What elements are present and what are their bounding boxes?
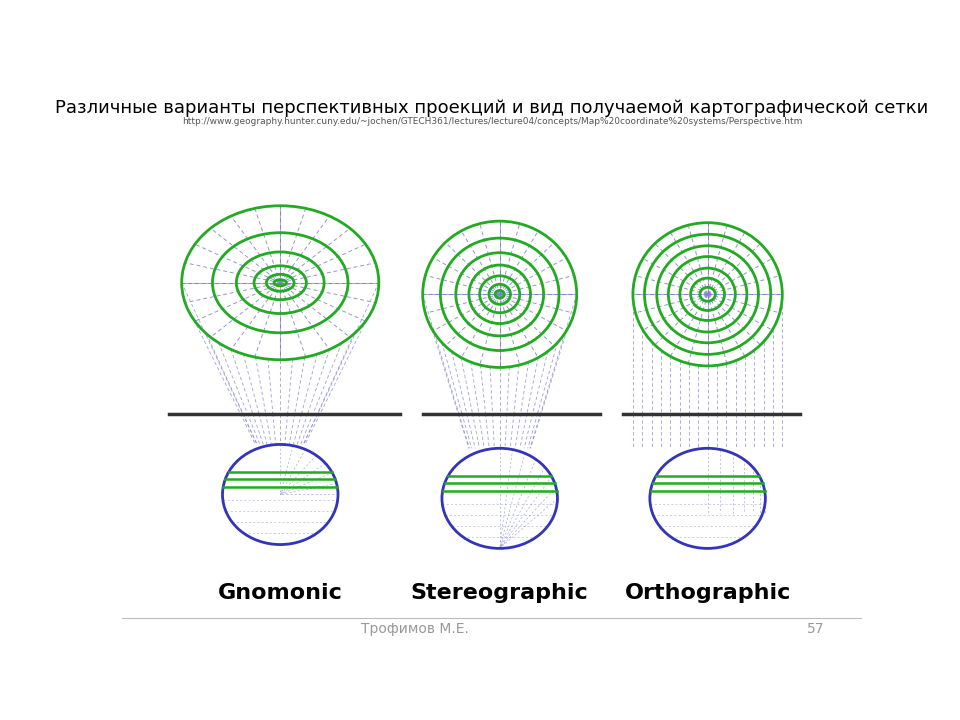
Text: Gnomonic: Gnomonic bbox=[218, 583, 343, 603]
Text: Gnomonic: Gnomonic bbox=[0, 719, 1, 720]
Text: Трофимов М.Е.: Трофимов М.Е. bbox=[361, 622, 468, 636]
Text: Stereographic: Stereographic bbox=[0, 719, 1, 720]
Text: Stereographic: Stereographic bbox=[411, 583, 588, 603]
Text: Orthographic: Orthographic bbox=[0, 719, 1, 720]
Text: 57: 57 bbox=[806, 622, 824, 636]
Text: Различные варианты перспективных проекций и вид получаемой картографической сетк: Различные варианты перспективных проекци… bbox=[56, 99, 928, 117]
Text: http://www.geography.hunter.cuny.edu/~jochen/GTECH361/lectures/lecture04/concept: http://www.geography.hunter.cuny.edu/~jo… bbox=[181, 117, 803, 126]
Text: Orthographic: Orthographic bbox=[624, 583, 791, 603]
